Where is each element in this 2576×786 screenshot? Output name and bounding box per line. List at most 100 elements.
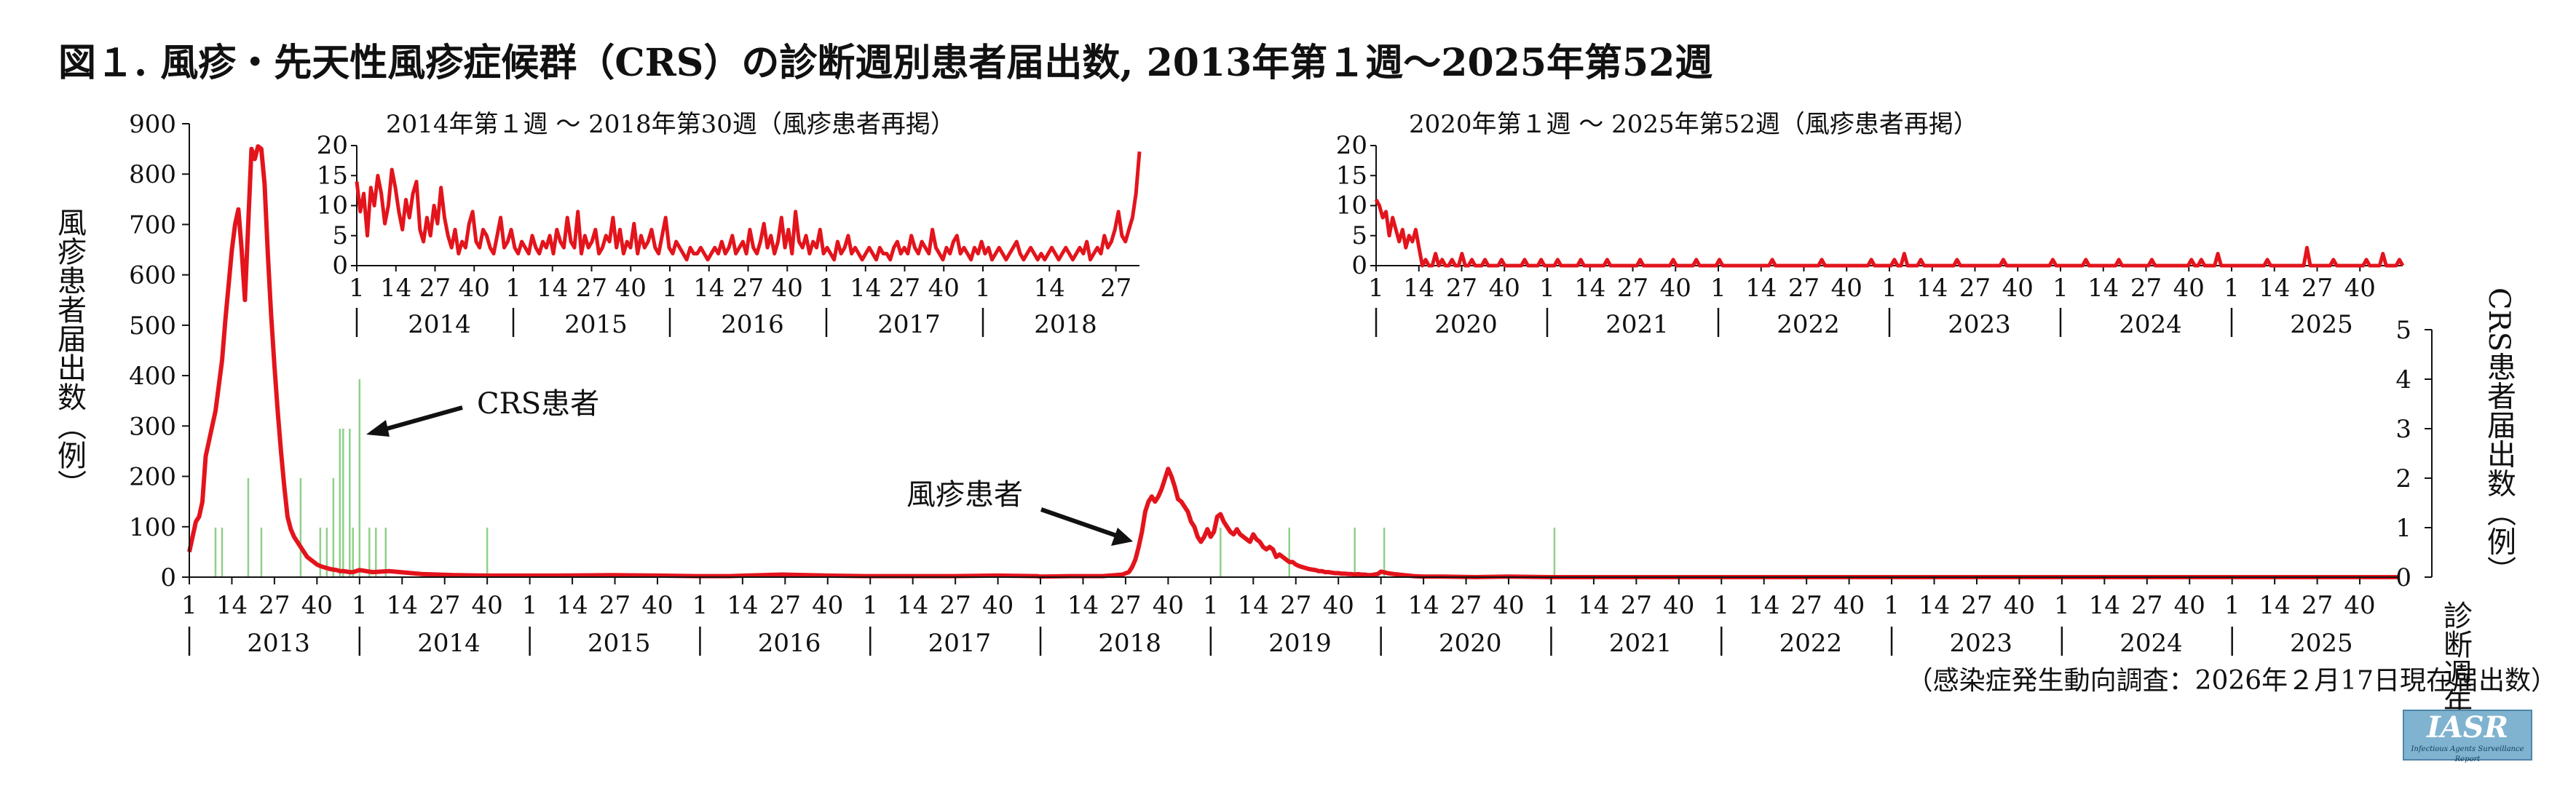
inset-year-label: 2025 [2290, 310, 2353, 339]
x-tick-label: 27 [1110, 591, 1141, 620]
x-tick-label: 27 [940, 591, 971, 620]
x-tick-label: 1 [2224, 591, 2240, 620]
inset-x-tick-label: 27 [1788, 274, 1820, 303]
inset-x-tick-label: 1 [1539, 274, 1555, 303]
x-tick-label: 14 [1748, 591, 1779, 620]
inset-x-tick-label: 27 [419, 274, 451, 303]
figure-title: 図１. 風疹・先天性風疹症候群（CRS）の診断週別患者届出数, 2013年第１週… [58, 41, 1713, 85]
annotation-crs: CRS患者 [477, 387, 599, 421]
inset-year-label: 2020 [1434, 310, 1498, 339]
x-tick-label: 14 [2089, 591, 2120, 620]
annotation-crs-arrowhead [366, 420, 390, 437]
inset-year-label: 2021 [1605, 310, 1669, 339]
inset-x-tick-label: 40 [772, 274, 803, 303]
inset-x-tick-label: 14 [537, 274, 568, 303]
inset-x-tick-label: 40 [2344, 274, 2376, 303]
y-axis-label-left: 風疹患者届出数（例） [52, 207, 87, 499]
x-tick-label: 40 [812, 591, 843, 620]
iasr-logo: IASR Infectious Agents Surveillance Repo… [2403, 710, 2532, 763]
x-tick-label: 1 [181, 591, 197, 620]
x-tick-label: 1 [1373, 591, 1389, 620]
x-tick-label: 14 [2259, 591, 2291, 620]
x-tick-label: 1 [2054, 591, 2070, 620]
annotation-rubella-arrowhead [1111, 528, 1133, 546]
inset-x-tick-label: 40 [1660, 274, 1691, 303]
inset-year-label: 2022 [1777, 310, 1840, 339]
inset-x-tick-label: 14 [850, 274, 881, 303]
inset-series-line [355, 151, 1142, 262]
year-label: 2013 [247, 629, 310, 658]
inset-x-tick-label: 27 [1446, 274, 1477, 303]
x-tick-label: 27 [1450, 591, 1482, 620]
year-label: 2017 [928, 629, 992, 658]
y-tick-label-left: 200 [129, 463, 176, 492]
inset-y-tick-label: 10 [1336, 191, 1367, 221]
y-tick-label-left: 900 [129, 110, 176, 139]
series-line-rubella [187, 144, 2399, 579]
x-tick-label: 1 [692, 591, 708, 620]
inset-x-tick-label: 14 [1916, 274, 1948, 303]
inset-x-tick-label: 1 [1710, 274, 1726, 303]
x-tick-label: 40 [1153, 591, 1184, 620]
logo-text: IASR [2427, 710, 2508, 745]
year-label: 2016 [758, 629, 821, 658]
inset-y-tick-label: 0 [332, 251, 348, 280]
inset-title: 2014年第１週 〜 2018年第30週（風疹患者再掲） [386, 110, 955, 139]
inset-x-tick-label: 1 [662, 274, 678, 303]
year-label: 2014 [417, 629, 481, 658]
y-tick-label-left: 600 [129, 261, 176, 290]
y-tick-label-left: 700 [129, 210, 176, 239]
x-tick-label: 14 [556, 591, 588, 620]
x-tick-label: 1 [1713, 591, 1729, 620]
inset-x-tick-label: 40 [1831, 274, 1862, 303]
inset-x-tick-label: 14 [380, 274, 411, 303]
inset-year-label: 2016 [721, 310, 784, 339]
inset-x-tick-label: 14 [2087, 274, 2119, 303]
year-label: 2023 [1949, 629, 2012, 658]
inset-y-tick-label: 10 [317, 191, 348, 221]
year-label: 2015 [588, 629, 651, 658]
x-tick-label: 1 [352, 591, 368, 620]
inset-year-label: 2018 [1034, 310, 1097, 339]
x-tick-label: 40 [472, 591, 503, 620]
x-tick-label: 40 [1323, 591, 1354, 620]
x-tick-label: 27 [2131, 591, 2162, 620]
y-tick-label-left: 100 [129, 513, 176, 542]
inset-y-tick-label: 5 [1351, 221, 1367, 250]
inset-year-label: 2014 [408, 310, 471, 339]
y-tick-label-right: 3 [2395, 415, 2411, 444]
x-tick-label: 14 [1578, 591, 1609, 620]
inset-year-label: 2017 [877, 310, 941, 339]
inset-x-tick-label: 27 [732, 274, 764, 303]
inset-x-tick-label: 14 [693, 274, 724, 303]
x-tick-label: 27 [1280, 591, 1311, 620]
y-tick-label-left: 400 [129, 362, 176, 391]
inset-x-tick-label: 1 [2224, 274, 2240, 303]
annotation-rubella: 風疹患者 [906, 478, 1023, 512]
inset-x-tick-label: 40 [1489, 274, 1520, 303]
inset-x-tick-label: 27 [1100, 274, 1131, 303]
x-tick-label: 14 [1407, 591, 1439, 620]
inset-x-tick-label: 1 [975, 274, 991, 303]
x-tick-label: 40 [2344, 591, 2375, 620]
inset-x-tick-label: 40 [928, 274, 960, 303]
x-tick-label: 1 [522, 591, 538, 620]
inset-year-label: 2024 [2119, 310, 2182, 339]
inset-x-tick-label: 27 [1617, 274, 1648, 303]
inset-x-tick-label: 27 [576, 274, 607, 303]
y-tick-label-right: 5 [2395, 316, 2411, 345]
inset-x-tick-label: 40 [615, 274, 647, 303]
y-tick-label-left: 500 [129, 311, 176, 341]
x-tick-label: 27 [599, 591, 631, 620]
inset-y-tick-label: 0 [1351, 251, 1367, 280]
annotation-rubella-arrow [1040, 507, 1126, 541]
crs-bars [214, 379, 1556, 577]
inset-x-tick-label: 14 [1034, 274, 1065, 303]
x-tick-label: 40 [1493, 591, 1524, 620]
y-tick-label-left: 800 [129, 160, 176, 189]
x-tick-label: 14 [216, 591, 248, 620]
x-axis-label: 診断週年 [2438, 600, 2472, 717]
y-tick-label-right: 1 [2395, 514, 2411, 543]
x-tick-label: 40 [1663, 591, 1694, 620]
